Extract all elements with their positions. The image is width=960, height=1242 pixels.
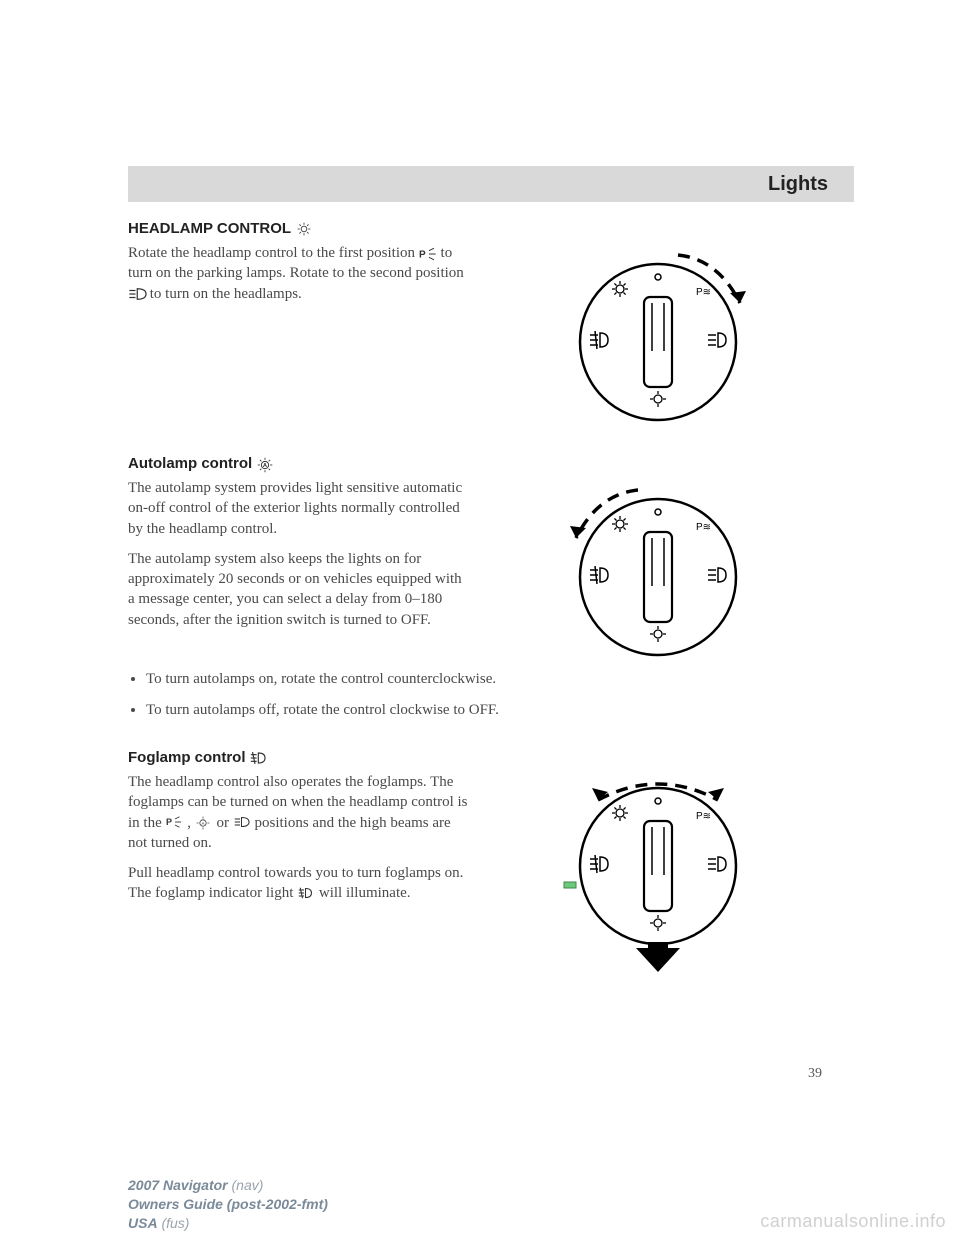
- text-c: to turn on the headlamps.: [150, 286, 302, 302]
- sun-icon: [295, 222, 313, 236]
- page-number: 39: [808, 1066, 822, 1082]
- text-c: or: [217, 815, 233, 831]
- autolamp-p1: The autolamp system provides light sensi…: [128, 478, 468, 539]
- footer-model: 2007 Navigator: [128, 1177, 228, 1193]
- heading-text: Autolamp control: [128, 455, 252, 472]
- heading-text: Foglamp control: [128, 749, 246, 766]
- watermark: carmanualsonline.info: [760, 1211, 946, 1232]
- foglamp-row: The headlamp control also operates the f…: [128, 772, 828, 976]
- foglamp-text-col: The headlamp control also operates the f…: [128, 772, 468, 976]
- headlamp-text-col: Rotate the headlamp control to the first…: [128, 243, 468, 427]
- parking-lamp-icon: P: [419, 247, 437, 261]
- bullet-off: To turn autolamps off, rotate the contro…: [146, 699, 828, 722]
- text-b: will illuminate.: [319, 885, 411, 901]
- headlamp-paragraph: Rotate the headlamp control to the first…: [128, 243, 468, 304]
- autolamp-bullets: To turn autolamps on, rotate the control…: [128, 668, 828, 721]
- footer-guide: Owners Guide (post-2002-fmt): [128, 1196, 328, 1212]
- footer-code3: (fus): [158, 1215, 190, 1231]
- content-area: HEADLAMP CONTROL Rotate the headlamp con…: [128, 220, 828, 976]
- autolamp-p2: The autolamp system also keeps the light…: [128, 549, 468, 630]
- foglamp-p1: The headlamp control also operates the f…: [128, 772, 468, 853]
- bullet-on: To turn autolamps on, rotate the control…: [146, 668, 828, 691]
- page-section-title: Lights: [768, 173, 828, 196]
- footer: 2007 Navigator (nav) Owners Guide (post-…: [128, 1176, 328, 1233]
- header-band: Lights: [128, 166, 854, 202]
- headlamp-row: Rotate the headlamp control to the first…: [128, 243, 828, 427]
- svg-text:P: P: [166, 817, 172, 827]
- foglamp-heading: Foglamp control: [128, 749, 828, 766]
- foglamp-p2: Pull headlamp control towards you to tur…: [128, 863, 468, 904]
- text-a: Pull headlamp control towards you to tur…: [128, 865, 463, 901]
- dial-pull-svg: P≋: [558, 776, 758, 976]
- headlamp-icon: [128, 287, 146, 301]
- autolamp-figure: P≋: [488, 478, 828, 662]
- footer-code1: (nav): [228, 1177, 264, 1193]
- foglamp-icon: [250, 751, 268, 765]
- autolamp-icon: A: [256, 457, 274, 471]
- footer-line2: Owners Guide (post-2002-fmt): [128, 1195, 328, 1214]
- svg-text:P≋: P≋: [696, 287, 711, 298]
- parking-lamp-icon: P: [166, 816, 184, 830]
- heading-text: HEADLAMP CONTROL: [128, 220, 291, 237]
- autolamp-heading: Autolamp control A: [128, 455, 828, 472]
- headlamp-icon: [233, 816, 251, 830]
- autolamp-icon: A: [195, 816, 213, 830]
- foglamp-figure: P≋: [488, 772, 828, 976]
- footer-line1: 2007 Navigator (nav): [128, 1176, 328, 1195]
- foglamp-icon: [297, 887, 315, 901]
- headlamp-figure: P≋: [488, 243, 828, 427]
- autolamp-text-col: The autolamp system provides light sensi…: [128, 478, 468, 662]
- text-b: ,: [187, 815, 195, 831]
- svg-text:P≋: P≋: [696, 811, 711, 822]
- svg-text:A: A: [201, 821, 204, 826]
- dial-counterclockwise-svg: P≋: [558, 482, 758, 662]
- footer-region: USA: [128, 1215, 158, 1231]
- dial-clockwise-svg: P≋: [558, 247, 758, 427]
- footer-line3: USA (fus): [128, 1214, 328, 1233]
- headlamp-control-heading: HEADLAMP CONTROL: [128, 220, 828, 237]
- svg-text:P: P: [419, 249, 426, 260]
- text-a: Rotate the headlamp control to the first…: [128, 245, 419, 261]
- autolamp-row: The autolamp system provides light sensi…: [128, 478, 828, 662]
- svg-text:P≋: P≋: [696, 522, 711, 533]
